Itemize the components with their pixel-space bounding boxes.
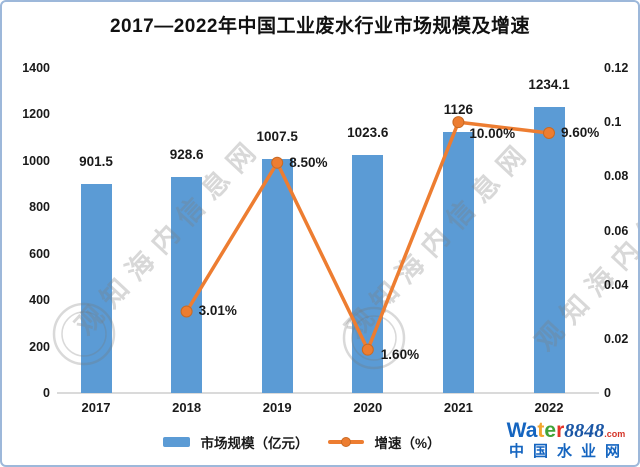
growth-value-label: 10.00% xyxy=(469,126,516,142)
growth-marker xyxy=(180,305,193,318)
growth-value-label: 9.60% xyxy=(561,125,600,140)
logo-letter: t xyxy=(537,419,545,443)
x-axis-label: 2020 xyxy=(353,400,383,415)
y-axis-tick-right: 0.1 xyxy=(604,115,622,130)
growth-value-label: 1.60% xyxy=(380,346,420,362)
logo-wordmark: Water8848.com xyxy=(503,419,629,442)
water8848-logo: Water8848.com 中国水业网 xyxy=(503,419,629,460)
growth-marker xyxy=(271,156,284,169)
x-axis-label: 2022 xyxy=(534,400,564,415)
logo-letter: .com xyxy=(604,429,626,440)
y-axis-tick-right: 0.08 xyxy=(604,169,629,184)
watermark-text: 观知海内信息网 xyxy=(339,133,539,344)
chart-title: 2017—2022年中国工业废水行业市场规模及增速 xyxy=(109,16,531,37)
legend-line-marker-icon xyxy=(341,437,352,447)
y-axis-tick-left: 0 xyxy=(43,386,50,400)
y-axis-tick-left: 400 xyxy=(29,293,50,308)
growth-marker xyxy=(361,343,374,356)
y-axis-tick-right: 0.12 xyxy=(604,61,629,75)
x-axis-label: 2017 xyxy=(81,400,111,415)
watermark-stamp xyxy=(342,306,406,370)
y-axis-tick-right: 0.02 xyxy=(604,331,629,346)
bar-value-label: 1234.1 xyxy=(528,76,570,92)
logo-cn-name: 中国水业网 xyxy=(508,442,629,460)
bar-2022 xyxy=(533,106,565,393)
watermark-text: 观知海内信息网 xyxy=(529,146,640,357)
growth-marker xyxy=(543,127,555,139)
y-axis-tick-left: 600 xyxy=(29,246,50,261)
x-axis-line xyxy=(57,392,599,394)
growth-line xyxy=(185,120,550,355)
bar-2021 xyxy=(442,131,474,393)
growth-value-label: 8.50% xyxy=(289,154,328,170)
logo-letter: 8848 xyxy=(564,420,605,443)
y-axis-tick-left: 1400 xyxy=(22,61,50,75)
legend-line-swatch xyxy=(328,437,365,447)
watermark-stamp xyxy=(351,315,397,361)
growth-value-label: 3.01% xyxy=(198,303,237,319)
legend: 市场规模（亿元） 增速（%） xyxy=(2,432,620,452)
bar-2019 xyxy=(261,159,293,393)
bar-2020 xyxy=(352,155,384,393)
x-axis-label: 2019 xyxy=(262,400,292,415)
watermark-stamp xyxy=(52,302,116,366)
y-axis-tick-left: 200 xyxy=(29,339,50,354)
growth-marker xyxy=(452,116,465,129)
legend-bar-swatch xyxy=(163,437,191,447)
logo-letter: Wa xyxy=(506,419,538,443)
legend-line-label: 增速（%） xyxy=(374,436,441,451)
bar-value-label: 1007.5 xyxy=(256,129,298,145)
y-axis-tick-right: 0.04 xyxy=(604,277,629,292)
bar-value-label: 1126 xyxy=(443,101,474,117)
watermark-stamp xyxy=(61,311,107,357)
y-axis-tick-right: 0.06 xyxy=(604,223,629,238)
bar-value-label: 928.6 xyxy=(169,147,204,163)
y-axis-tick-left: 1200 xyxy=(22,107,50,122)
bar-value-label: 1023.6 xyxy=(347,125,389,141)
y-axis-tick-right: 0 xyxy=(604,386,611,400)
watermark-text: 观知海内信息网 xyxy=(69,130,269,341)
bar-value-label: 901.5 xyxy=(79,153,113,169)
logo-letter: r xyxy=(556,419,565,443)
y-axis-tick-left: 800 xyxy=(29,200,50,215)
x-axis-label: 2021 xyxy=(443,400,473,415)
x-axis-label: 2018 xyxy=(172,400,202,415)
y-axis-tick-left: 1000 xyxy=(22,153,50,168)
bar-2017 xyxy=(80,183,112,393)
legend-bar-label: 市场规模（亿元） xyxy=(200,436,309,451)
logo-letter: e xyxy=(544,419,557,443)
bar-2018 xyxy=(171,177,203,393)
